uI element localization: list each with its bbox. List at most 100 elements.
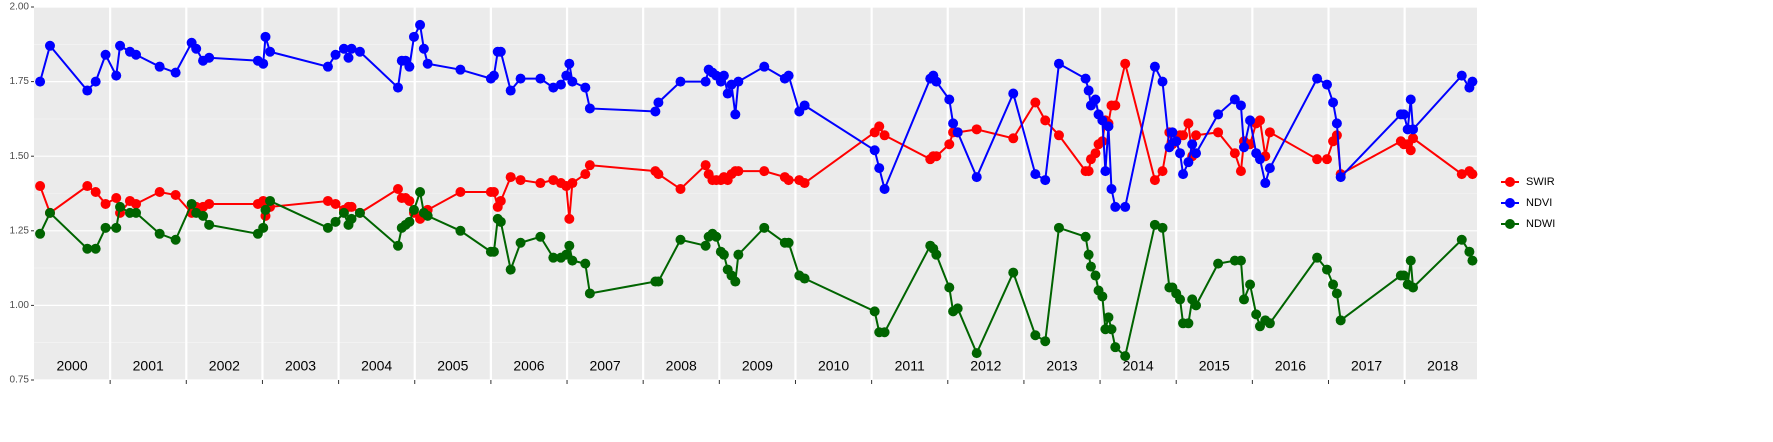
data-point bbox=[580, 258, 591, 269]
data-point bbox=[495, 195, 506, 206]
data-point bbox=[1187, 139, 1198, 150]
data-point bbox=[1260, 178, 1271, 189]
data-point bbox=[722, 88, 733, 99]
data-point bbox=[455, 225, 466, 236]
y-tick-label: 2.00 bbox=[10, 2, 30, 13]
data-point bbox=[730, 276, 741, 287]
data-point bbox=[555, 79, 566, 90]
data-point bbox=[1167, 127, 1178, 138]
year-label: 2009 bbox=[742, 358, 773, 374]
data-point bbox=[799, 273, 810, 284]
data-point bbox=[718, 249, 729, 260]
data-point bbox=[322, 222, 333, 233]
data-point bbox=[1398, 109, 1409, 120]
data-point bbox=[1090, 270, 1101, 281]
data-point bbox=[1008, 133, 1019, 144]
data-point bbox=[100, 49, 111, 60]
data-point bbox=[711, 231, 722, 242]
data-point bbox=[1235, 100, 1246, 111]
data-point bbox=[799, 100, 810, 111]
data-point bbox=[154, 228, 165, 239]
data-point bbox=[346, 201, 357, 212]
data-point bbox=[404, 195, 415, 206]
data-point bbox=[879, 184, 890, 195]
data-point bbox=[1083, 166, 1094, 177]
data-point bbox=[1120, 58, 1131, 69]
data-point bbox=[505, 264, 516, 275]
data-point bbox=[584, 288, 595, 299]
data-point bbox=[1235, 166, 1246, 177]
data-point bbox=[1321, 264, 1332, 275]
data-point bbox=[1090, 148, 1101, 159]
data-point bbox=[354, 207, 365, 218]
data-point bbox=[1245, 279, 1256, 290]
data-point bbox=[1149, 61, 1160, 72]
year-label: 2003 bbox=[285, 358, 316, 374]
data-point bbox=[1331, 288, 1342, 299]
data-point bbox=[1149, 219, 1160, 230]
year-label: 2000 bbox=[56, 358, 87, 374]
data-point bbox=[1254, 115, 1265, 126]
year-label: 2018 bbox=[1427, 358, 1458, 374]
y-tick-label: 1.75 bbox=[10, 76, 30, 87]
data-point bbox=[111, 222, 122, 233]
data-point bbox=[564, 58, 575, 69]
data-point bbox=[1312, 73, 1323, 84]
data-point bbox=[1408, 282, 1419, 293]
data-point bbox=[675, 76, 686, 87]
data-point bbox=[1238, 294, 1249, 305]
data-point bbox=[44, 40, 55, 51]
data-point bbox=[971, 348, 982, 359]
data-point bbox=[1213, 258, 1224, 269]
data-point bbox=[1191, 148, 1202, 159]
data-point bbox=[548, 82, 559, 93]
data-point bbox=[564, 240, 575, 251]
data-point bbox=[90, 76, 101, 87]
year-label: 2001 bbox=[133, 358, 164, 374]
data-point bbox=[783, 175, 794, 186]
series bbox=[35, 19, 1478, 212]
data-point bbox=[584, 160, 595, 171]
data-point bbox=[1456, 234, 1467, 245]
data-point bbox=[1456, 70, 1467, 81]
data-point bbox=[265, 195, 276, 206]
data-point bbox=[170, 67, 181, 78]
data-point bbox=[265, 46, 276, 57]
data-point bbox=[783, 70, 794, 81]
data-point bbox=[131, 49, 142, 60]
year-label: 2007 bbox=[590, 358, 621, 374]
data-point bbox=[1008, 267, 1019, 278]
data-point bbox=[1178, 130, 1189, 141]
data-point bbox=[580, 169, 591, 180]
data-point bbox=[759, 166, 770, 177]
data-point bbox=[879, 327, 890, 338]
year-label: 2015 bbox=[1199, 358, 1230, 374]
data-point bbox=[100, 222, 111, 233]
data-point bbox=[1408, 124, 1419, 135]
data-point bbox=[1040, 115, 1051, 126]
data-point bbox=[1040, 175, 1051, 186]
data-point bbox=[1321, 154, 1332, 165]
data-point bbox=[952, 127, 963, 138]
series bbox=[35, 58, 1478, 224]
data-point bbox=[1229, 148, 1240, 159]
data-point bbox=[322, 195, 333, 206]
data-point bbox=[1106, 184, 1117, 195]
data-point bbox=[1335, 172, 1346, 183]
data-point bbox=[1103, 121, 1114, 132]
year-label: 2005 bbox=[437, 358, 468, 374]
year-label: 2013 bbox=[1046, 358, 1077, 374]
year-label: 2010 bbox=[818, 358, 849, 374]
data-point bbox=[971, 172, 982, 183]
data-point bbox=[1106, 324, 1117, 335]
data-point bbox=[548, 252, 559, 263]
data-point bbox=[931, 151, 942, 162]
data-point bbox=[354, 46, 365, 57]
data-point bbox=[879, 130, 890, 141]
data-point bbox=[1083, 85, 1094, 96]
data-point bbox=[82, 85, 93, 96]
data-point bbox=[415, 187, 426, 198]
data-point bbox=[488, 187, 499, 198]
data-point bbox=[495, 46, 506, 57]
